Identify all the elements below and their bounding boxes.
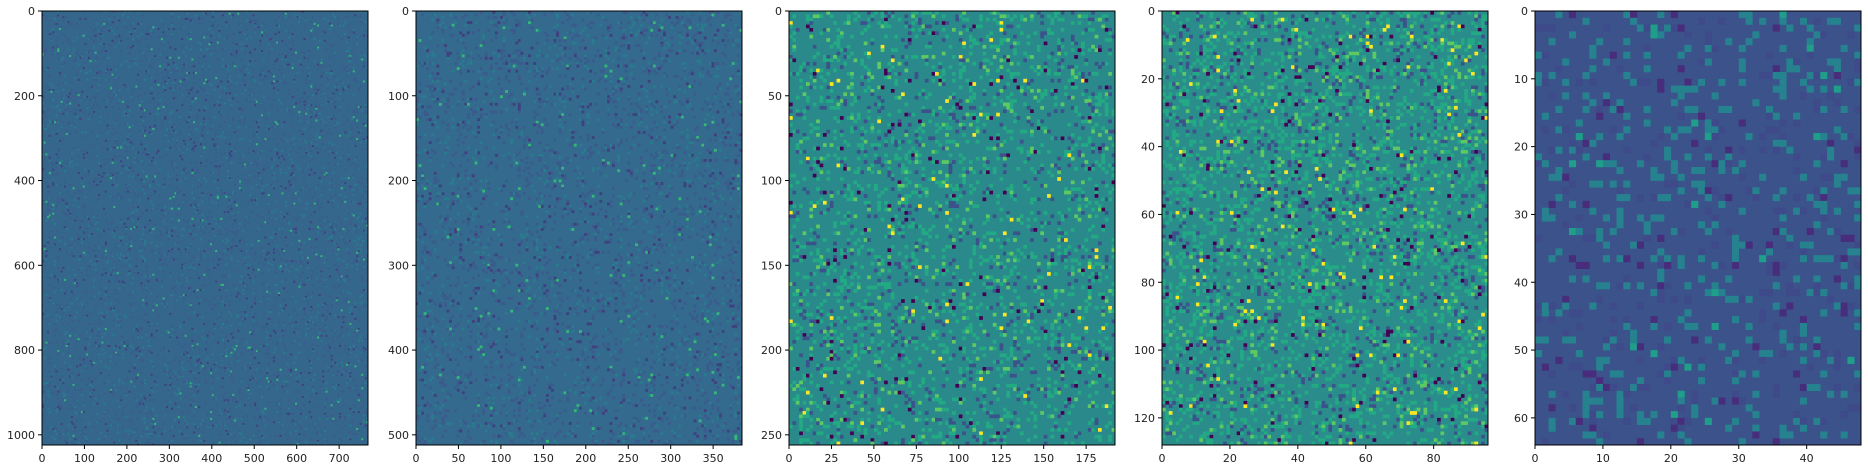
y-tick-label: 600 [14, 259, 35, 272]
y-tick-label: 30 [1514, 208, 1528, 221]
x-tick-label: 0 [786, 452, 793, 465]
x-tick-label: 175 [1076, 452, 1097, 465]
x-tick-label: 75 [909, 452, 923, 465]
x-tick-label: 100 [74, 452, 95, 465]
x-tick-label: 600 [286, 452, 307, 465]
x-tick-label: 0 [1532, 452, 1539, 465]
heatmap-panel-1: 0 100 200 300 400 500 600 700 0 200 400 600 800 1000 [7, 5, 369, 465]
y-tick-label: 60 [1514, 412, 1528, 425]
y-tick-label: 200 [761, 344, 782, 357]
axes-frame [41, 10, 369, 446]
heatmap-cells [1162, 11, 1489, 446]
x-tick-label: 60 [1359, 452, 1373, 465]
y-tick-label: 120 [1134, 412, 1155, 425]
y-tick-label: 0 [1521, 5, 1528, 18]
y-tick-label: 250 [761, 429, 782, 442]
y-tick-label: 150 [761, 259, 782, 272]
y-tick-label: 0 [402, 5, 409, 18]
y-tick-label: 100 [761, 175, 782, 188]
y-tick-label: 800 [14, 344, 35, 357]
y-tick-label: 40 [1514, 276, 1528, 289]
x-tick-label: 25 [824, 452, 838, 465]
x-tick-label: 150 [1033, 452, 1054, 465]
y-tick-label: 80 [1141, 276, 1155, 289]
heatmap-panel-2: 0 50 100 150 200 250 300 350 0 100 200 300 400 500 [388, 5, 743, 465]
y-tick-label: 300 [388, 259, 409, 272]
y-tick-label: 50 [1514, 344, 1528, 357]
y-tick-label: 50 [768, 90, 782, 103]
heatmap-cells [416, 11, 743, 446]
x-tick-label: 300 [159, 452, 180, 465]
y-tick-label: 200 [388, 175, 409, 188]
heatmap-cells [789, 11, 1116, 446]
y-tick-label: 1000 [7, 429, 35, 442]
x-tick-label: 40 [1291, 452, 1305, 465]
x-tick-label: 400 [201, 452, 222, 465]
x-tick-label: 700 [329, 452, 350, 465]
x-tick-label: 300 [660, 452, 681, 465]
x-tick-label: 80 [1427, 452, 1441, 465]
y-tick-label: 20 [1514, 141, 1528, 154]
axes-frame [415, 10, 743, 446]
x-tick-label: 350 [703, 452, 724, 465]
y-tick-label: 0 [1148, 5, 1155, 18]
y-tick-label: 200 [14, 90, 35, 103]
heatmap-panel-5: 0 10 20 30 40 0 10 20 30 40 50 60 [1514, 5, 1862, 465]
x-tick-label: 500 [244, 452, 265, 465]
y-tick-label: 100 [1134, 344, 1155, 357]
x-tick-label: 100 [490, 452, 511, 465]
x-tick-label: 150 [533, 452, 554, 465]
y-tick-label: 0 [28, 5, 35, 18]
y-tick-label: 10 [1514, 73, 1528, 86]
y-tick-label: 40 [1141, 141, 1155, 154]
y-tick-label: 500 [388, 429, 409, 442]
x-tick-label: 100 [948, 452, 969, 465]
x-tick-label: 0 [413, 452, 420, 465]
heatmap-cells [1535, 11, 1862, 446]
y-tick-label: 0 [775, 5, 782, 18]
y-tick-label: 100 [388, 90, 409, 103]
axes-frame [1534, 10, 1862, 446]
axes-frame [788, 10, 1116, 446]
x-tick-label: 50 [867, 452, 881, 465]
y-tick-label: 400 [388, 344, 409, 357]
axes-frame [1161, 10, 1489, 446]
heatmap-panel-3: 0 25 50 75 100 125 150 175 0 50 100 150 200 250 [761, 5, 1116, 465]
y-tick-label: 60 [1141, 208, 1155, 221]
x-tick-label: 20 [1664, 452, 1678, 465]
x-tick-label: 0 [39, 452, 46, 465]
x-tick-label: 30 [1732, 452, 1746, 465]
x-tick-label: 10 [1596, 452, 1610, 465]
y-tick-label: 400 [14, 175, 35, 188]
x-tick-label: 20 [1223, 452, 1237, 465]
x-tick-label: 40 [1800, 452, 1814, 465]
x-tick-label: 50 [451, 452, 465, 465]
x-tick-label: 0 [1159, 452, 1166, 465]
heatmap-panel-4: 0 20 40 60 80 0 20 40 60 80 100 120 [1134, 5, 1489, 465]
x-tick-label: 250 [618, 452, 639, 465]
x-tick-label: 200 [575, 452, 596, 465]
y-tick-label: 20 [1141, 73, 1155, 86]
x-tick-label: 200 [116, 452, 137, 465]
x-tick-label: 125 [991, 452, 1012, 465]
heatmap-cells [42, 11, 369, 446]
